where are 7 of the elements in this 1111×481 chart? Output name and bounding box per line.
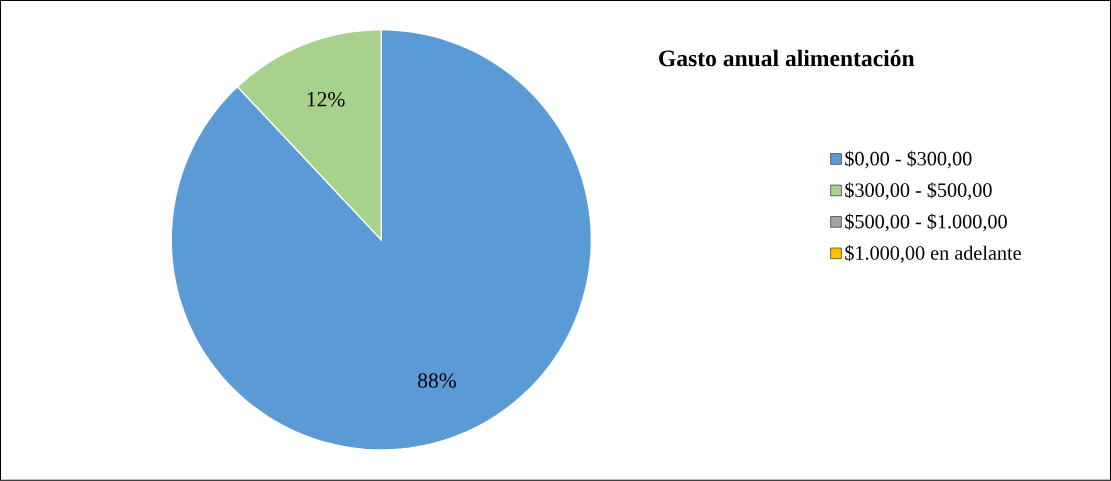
text: Gasto anual alimentación — [659, 49, 915, 67]
data-label: 12% — [307, 92, 345, 107]
legend-label: $0,00 - $300,00 — [845, 150, 972, 169]
legend-label: $300,00 - $500,00 — [845, 182, 992, 200]
legend-label: $1.000,00 en adelante — [845, 245, 1021, 263]
data-label: 88% — [418, 373, 456, 388]
legend-label: $500,00 - $1.000,00 — [845, 213, 1007, 232]
